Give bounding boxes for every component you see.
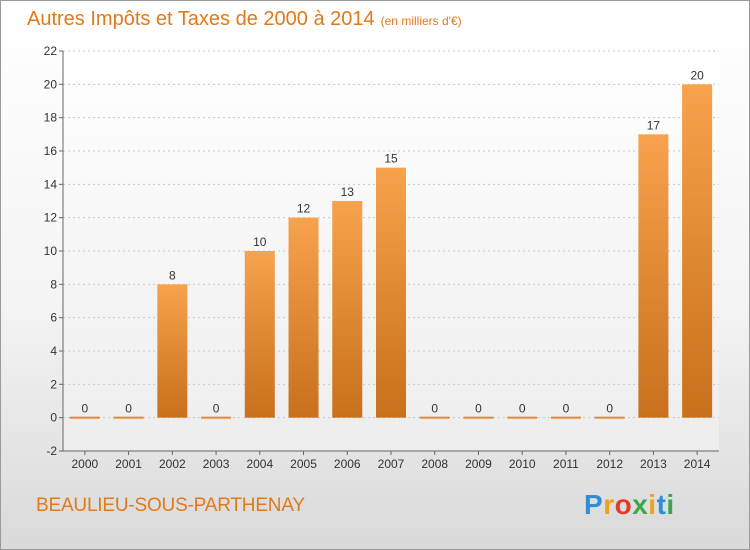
y-tick-label: 14 [44,177,58,191]
bar [682,84,713,418]
x-tick-label: 2014 [684,457,711,471]
logo-letter: o [614,489,633,520]
y-tick-label: 22 [44,44,58,58]
data-label: 8 [169,268,176,282]
bar [69,416,100,419]
data-label: 15 [384,152,398,166]
y-tick-label: 12 [44,211,58,225]
x-tick-label: 2003 [203,457,230,471]
x-tick-label: 2000 [72,457,99,471]
commune-name: BEAULIEU-SOUS-PARTHENAY [36,495,305,516]
logo-letter: r [603,489,615,520]
data-label: 0 [475,402,482,416]
data-label: 20 [690,68,704,82]
bar [288,217,319,418]
data-label: 12 [297,202,311,216]
data-label: 0 [606,402,613,416]
logo-letter: i [648,489,657,520]
x-tick-label: 2006 [334,457,361,471]
logo-letter: P [584,489,604,520]
bar [113,416,144,419]
x-tick-label: 2007 [378,457,405,471]
y-tick-label: 10 [44,244,58,258]
x-tick-label: 2005 [290,457,317,471]
y-tick-label: 8 [50,277,57,291]
data-label: 17 [647,118,661,132]
logo-letter: x [632,489,649,520]
bar [638,134,669,418]
data-label: 0 [213,402,220,416]
x-tick-label: 2004 [246,457,273,471]
chart-title-unit: (en milliers d'€) [380,14,462,28]
y-tick-label: 6 [50,311,57,325]
x-tick-label: 2009 [465,457,492,471]
bar [201,416,232,419]
bar [157,284,188,418]
bar [332,201,363,418]
bar [419,416,450,419]
x-tick-label: 2008 [421,457,448,471]
x-tick-label: 2010 [509,457,536,471]
bar [244,251,275,418]
x-tick-label: 2013 [640,457,667,471]
chart-title: Autres Impôts et Taxes de 2000 à 2014 (en… [27,8,462,31]
x-tick-label: 2002 [159,457,186,471]
data-label: 0 [563,402,570,416]
y-tick-label: -2 [46,444,57,458]
y-tick-label: 18 [44,111,58,125]
bar [507,416,538,419]
data-label: 0 [431,402,438,416]
logo-letter: i [666,489,675,520]
proxiti-logo: Proxiti [584,489,675,521]
bar [376,167,406,418]
data-label: 10 [253,235,267,249]
y-tick-label: 0 [50,411,57,425]
x-tick-label: 2012 [596,457,623,471]
chart-title-text: Autres Impôts et Taxes de 2000 à 2014 [27,8,375,30]
y-tick-label: 2 [50,377,57,391]
data-label: 0 [82,402,89,416]
data-label: 0 [519,402,526,416]
bar [550,416,581,419]
y-tick-label: 4 [50,344,57,358]
x-tick-label: 2001 [115,457,142,471]
data-label: 0 [125,402,132,416]
y-tick-label: 16 [44,144,58,158]
bar [463,416,494,419]
y-tick-label: 20 [44,77,58,91]
data-label: 13 [341,185,355,199]
x-tick-label: 2011 [553,457,579,471]
bar [594,416,625,419]
logo-letter: t [656,489,667,520]
